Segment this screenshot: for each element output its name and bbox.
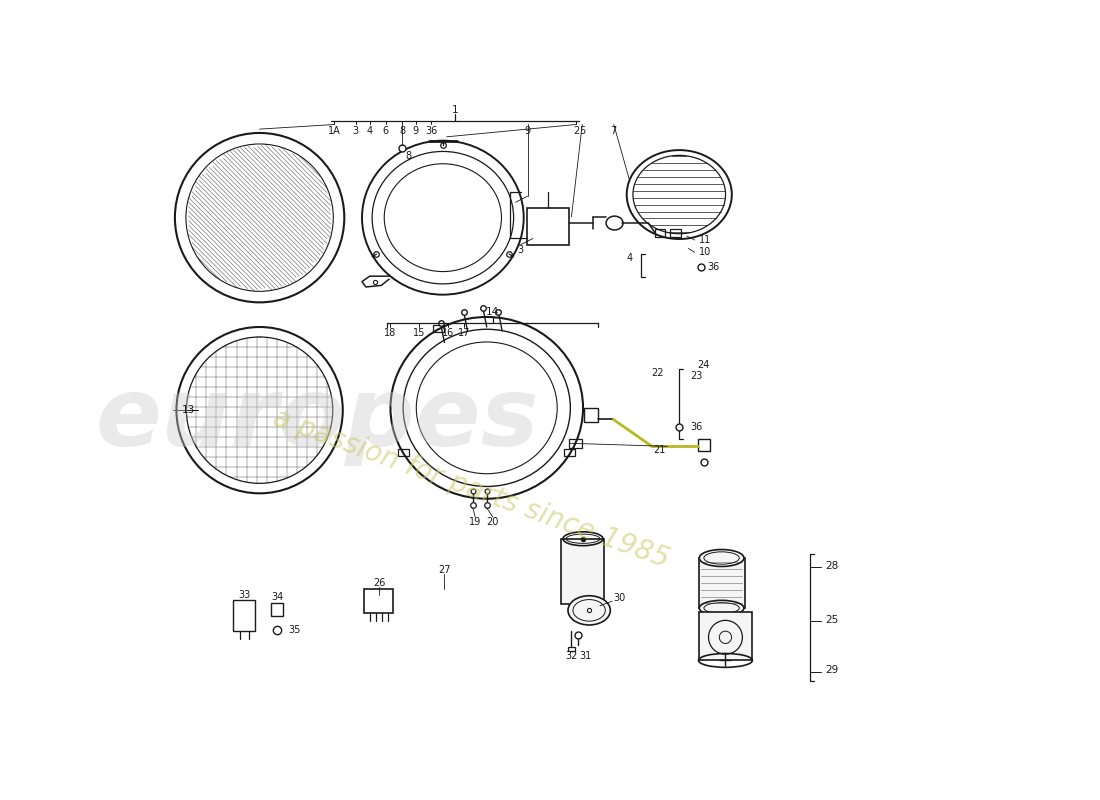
Text: 1A: 1A (328, 126, 341, 136)
Text: 4: 4 (627, 253, 632, 262)
Text: 36: 36 (690, 422, 702, 432)
Text: 29: 29 (825, 665, 839, 674)
Text: 4: 4 (366, 126, 373, 136)
Bar (584, 408, 598, 422)
Bar (527, 208, 569, 245)
Text: 1: 1 (452, 105, 459, 115)
Text: 6: 6 (383, 126, 389, 136)
Text: 31: 31 (580, 650, 592, 661)
Bar (363, 589, 393, 614)
Text: 9: 9 (525, 126, 530, 136)
Text: 8: 8 (399, 126, 405, 136)
Text: 14: 14 (486, 306, 499, 317)
Text: 7: 7 (610, 126, 617, 136)
Text: 26: 26 (373, 578, 385, 588)
Text: 33: 33 (238, 590, 251, 600)
Bar (564, 450, 575, 456)
Bar (670, 230, 681, 237)
Text: 32: 32 (565, 650, 578, 661)
Bar (698, 612, 752, 660)
Text: 35: 35 (288, 625, 300, 634)
Bar (561, 538, 604, 604)
Text: 20: 20 (486, 517, 499, 527)
Text: 23: 23 (690, 370, 703, 381)
Ellipse shape (700, 600, 744, 616)
Bar (568, 646, 575, 651)
Ellipse shape (568, 596, 611, 625)
Text: 8: 8 (405, 151, 411, 161)
Text: 11: 11 (700, 235, 712, 245)
Text: europes: europes (96, 373, 539, 466)
Text: 15: 15 (412, 328, 426, 338)
Text: 3: 3 (353, 126, 359, 136)
Text: 2: 2 (573, 126, 580, 136)
Text: 22: 22 (651, 368, 664, 378)
Bar (698, 438, 711, 451)
Text: 34: 34 (272, 592, 284, 602)
Text: 28: 28 (825, 561, 839, 570)
Text: 18: 18 (384, 328, 396, 338)
Text: 10: 10 (700, 247, 712, 258)
Ellipse shape (700, 550, 744, 566)
Text: 13: 13 (183, 405, 196, 415)
Text: 17: 17 (458, 328, 470, 338)
Text: 16: 16 (442, 328, 454, 338)
Bar (398, 450, 409, 456)
Text: 19: 19 (469, 517, 482, 527)
Text: 9: 9 (412, 126, 419, 136)
Text: 36: 36 (426, 126, 438, 136)
Bar (570, 438, 582, 448)
Text: a passion for parts since 1985: a passion for parts since 1985 (270, 404, 673, 574)
Bar (654, 230, 666, 237)
Text: 27: 27 (438, 565, 451, 574)
Bar (271, 603, 284, 616)
Bar (698, 558, 745, 608)
Text: 5: 5 (579, 126, 585, 136)
Text: 21: 21 (653, 445, 666, 455)
Text: 3: 3 (518, 245, 524, 255)
Bar (233, 600, 255, 631)
Text: 30: 30 (614, 593, 626, 603)
Text: 25: 25 (825, 614, 839, 625)
Text: 24: 24 (697, 361, 711, 370)
Text: 36: 36 (707, 262, 719, 272)
Bar (433, 326, 444, 332)
